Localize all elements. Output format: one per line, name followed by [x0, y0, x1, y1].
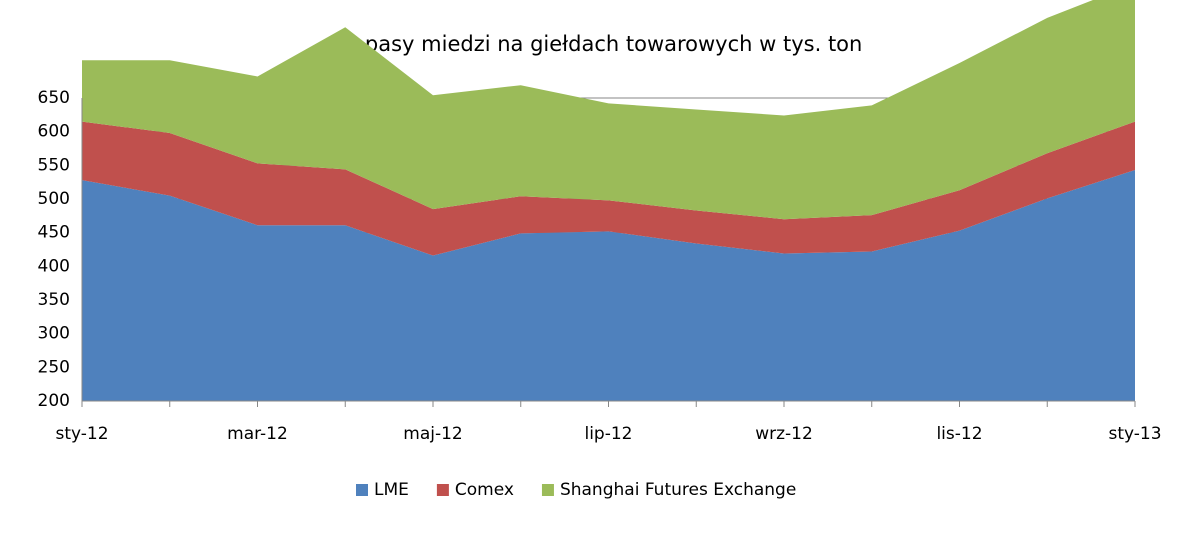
y-tick-label: 550 — [38, 155, 70, 175]
x-tick-label: maj-12 — [403, 424, 462, 444]
y-tick-label: 500 — [38, 189, 70, 209]
y-tick-label: 300 — [38, 324, 70, 344]
y-tick-label: 650 — [38, 88, 70, 108]
y-tick-label: 350 — [38, 290, 70, 310]
chart-title: Zapasy miedzi na giełdach towarowych w t… — [338, 32, 863, 56]
area — [82, 0, 1135, 220]
x-tick-label: lis-12 — [936, 424, 982, 444]
area — [82, 170, 1135, 401]
legend-swatch — [436, 484, 449, 496]
x-tick-label: mar-12 — [227, 424, 288, 444]
legend-swatch — [541, 484, 554, 496]
y-tick-label: 600 — [38, 122, 70, 142]
legend-label: Comex — [455, 480, 514, 500]
legend-swatch — [356, 484, 368, 496]
x-tick-label: wrz-12 — [755, 424, 813, 444]
y-tick-label: 400 — [38, 256, 70, 276]
legend-label: LME — [374, 480, 409, 500]
y-tick-label: 200 — [38, 391, 70, 411]
area — [82, 121, 1135, 256]
x-tick-label: sty-12 — [55, 424, 108, 444]
legend-label: Shanghai Futures Exchange — [560, 480, 796, 500]
y-tick-label: 450 — [38, 223, 70, 243]
y-tick-label: 250 — [38, 357, 70, 377]
x-tick-label: lip-12 — [584, 424, 632, 444]
x-tick-label: sty-13 — [1108, 424, 1161, 444]
